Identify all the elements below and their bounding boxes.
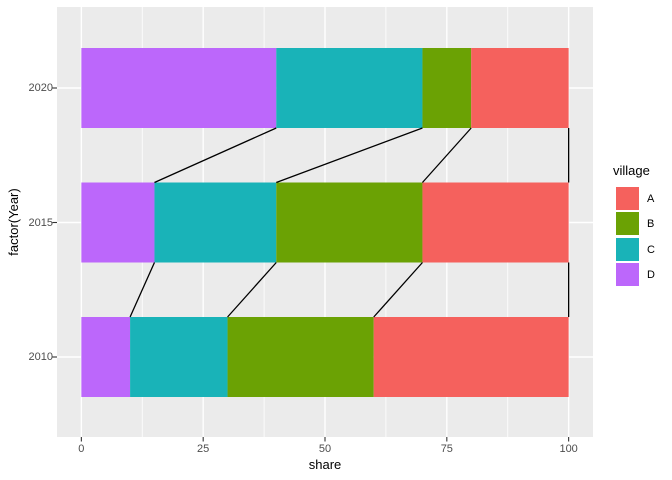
bar-segment-2010-B — [227, 317, 374, 397]
bar-segment-2020-B — [422, 48, 472, 128]
x-tick-label-100: 100 — [559, 443, 578, 455]
legend-title: village — [613, 163, 650, 178]
bar-segment-2010-D — [81, 317, 131, 397]
x-tick-label-75: 75 — [440, 443, 453, 455]
y-axis-title: factor(Year) — [6, 188, 21, 256]
bar-segment-2015-B — [276, 182, 423, 263]
bar-segment-2015-C — [154, 182, 277, 263]
bar-segment-2010-C — [130, 317, 228, 397]
legend-label-C: C — [647, 243, 655, 256]
connector-line — [154, 127, 277, 184]
legend-swatch-C — [616, 237, 639, 261]
legend-swatch-D — [616, 262, 639, 286]
bar-segment-2020-D — [81, 48, 277, 128]
legend-label-D: D — [647, 268, 655, 281]
y-tick-label-2010: 2010 — [28, 351, 53, 363]
connector-line — [129, 262, 156, 318]
y-tick-label-2015: 2015 — [28, 216, 53, 229]
connector-line — [276, 127, 423, 184]
bar-segment-2010-A — [373, 317, 569, 397]
bar-segment-2020-C — [276, 48, 423, 128]
connector-line — [227, 262, 277, 318]
bar-segment-2020-A — [471, 48, 569, 128]
legend-swatch-A — [616, 187, 639, 210]
legend-swatch-B — [616, 212, 639, 236]
connector-line — [373, 262, 423, 318]
x-tick-label-50: 50 — [318, 443, 332, 455]
x-tick-label-25: 25 — [197, 443, 210, 455]
x-axis-title: share — [308, 457, 342, 472]
bar-segment-2015-D — [81, 182, 155, 263]
legend-label-B: B — [647, 218, 655, 231]
x-tick-label-0: 0 — [78, 443, 85, 455]
y-tick-label-2020: 2020 — [28, 82, 53, 94]
connector-line — [421, 127, 472, 183]
legend-label-A: A — [647, 193, 655, 205]
bar-segment-2015-A — [422, 182, 569, 263]
